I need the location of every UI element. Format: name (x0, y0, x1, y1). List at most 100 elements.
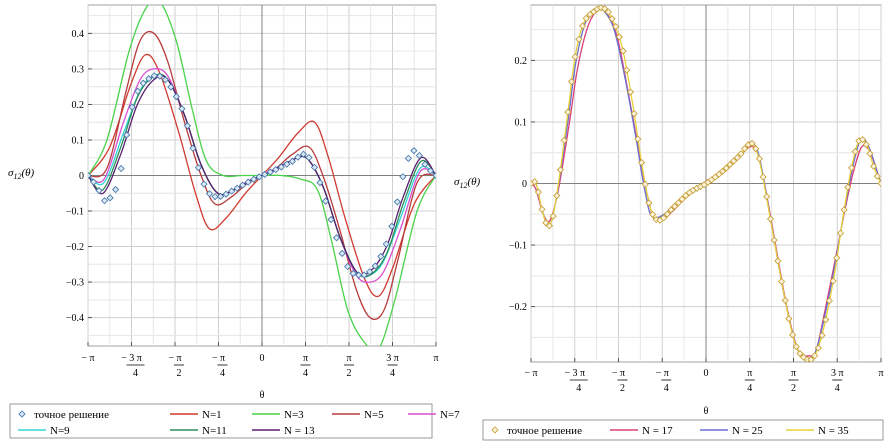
legend-label: N = 25 (732, 425, 763, 437)
exact-solution-point (360, 271, 368, 279)
y-tick-label: 0 (79, 171, 84, 182)
exact-solution-point (233, 184, 241, 192)
exact-solution-point (663, 210, 671, 218)
exact-solution-point (877, 179, 881, 188)
exact-solution-point (95, 186, 103, 195)
exact-solution-point (567, 77, 576, 86)
x-tick-label: π (433, 353, 438, 364)
exact-solution-point (564, 108, 572, 116)
exact-solution-point (560, 136, 568, 144)
legend: точное решение N=1 N=3 N=5 N=7 N=9 N=11 N = 13 (9, 403, 460, 439)
exact-solution-point (288, 157, 296, 165)
exact-solution-point (579, 22, 587, 30)
exact-solution-point (106, 194, 114, 202)
exact-solution-point (228, 187, 236, 195)
exact-solution-point (344, 262, 352, 271)
exact-solution-point (781, 296, 789, 304)
x-tick-label: − π (656, 368, 669, 379)
legend-label: N=5 (364, 409, 384, 421)
y-tick-label: 0.2 (515, 56, 528, 67)
x-tick-label-denominator: 4 (303, 368, 308, 379)
exact-solution-point (534, 188, 542, 196)
exact-solution-point (641, 180, 649, 188)
x-tick-label: − 3 π (121, 353, 142, 364)
x-tick-label: − π (212, 353, 225, 364)
exact-solution-point (851, 147, 859, 156)
exact-solution-point (112, 185, 120, 194)
chart-panel-1: 0.4 0.3 0.2 0.1 0 −0.1 −0.2 −0.3 −0.4 − π − 3 π 4 − … (8, 4, 460, 439)
exact-solution-point (167, 83, 175, 91)
exact-solution-point (847, 164, 856, 172)
exact-solution-point (800, 353, 808, 361)
y-tick-label: −0.3 (66, 278, 84, 289)
exact-solution-point (796, 349, 804, 358)
exact-solution-point (777, 277, 786, 286)
exact-solution-point (266, 168, 274, 176)
legend-box (482, 419, 884, 441)
exact-solution-point (283, 160, 291, 168)
exact-solution-point (101, 197, 109, 205)
legend-label: N=11 (202, 425, 227, 437)
legend-box (9, 403, 433, 439)
exact-solution-point (415, 151, 423, 160)
exact-solution-point (649, 210, 657, 218)
x-tick-label: π (791, 368, 796, 379)
x-tick-label: 3 π (386, 353, 399, 364)
exact-solution-point (836, 229, 845, 237)
exact-solution-point (789, 331, 797, 339)
exact-solution-point (338, 249, 346, 258)
exact-solution-point (239, 181, 247, 189)
exact-solution-point (844, 183, 852, 191)
exact-solution-point (310, 163, 319, 171)
exact-solution-point (763, 193, 771, 201)
x-tick-label: − π (524, 368, 537, 379)
exact-solution-point (814, 344, 822, 352)
exact-solution-point (601, 5, 609, 13)
legend-label: N = 35 (818, 425, 849, 437)
x-axis-label: θ (704, 406, 709, 417)
exact-solution-point (377, 252, 385, 260)
exact-solution-point (183, 122, 191, 130)
exact-solution-point (604, 8, 612, 16)
y-tick-label: 0.3 (72, 64, 85, 75)
exact-solution-point (722, 164, 730, 172)
y-tick-label: 0 (522, 179, 527, 190)
x-tick-label: − π (612, 368, 625, 379)
exact-solution-point (737, 150, 745, 158)
exact-solution-point (321, 197, 330, 205)
exact-solution-point (194, 164, 203, 172)
x-tick-label-denominator: 4 (747, 383, 752, 394)
exact-solution-point (829, 277, 837, 285)
exact-solution-point (139, 79, 147, 87)
exact-solution-point (255, 173, 263, 181)
exact-solution-point (410, 147, 418, 155)
exact-solution-point (715, 170, 723, 178)
x-tick-label: π (346, 353, 351, 364)
exact-solution-point (667, 206, 675, 214)
exact-solution-point (682, 192, 690, 200)
exact-solution-point (128, 103, 136, 111)
exact-solution-point (545, 222, 553, 230)
exact-solution-point (549, 212, 557, 220)
x-axis-label: θ (260, 390, 265, 401)
exact-solution-point (730, 157, 738, 165)
exact-solution-point (859, 136, 867, 144)
y-tick-label: 0.1 (72, 135, 85, 146)
exact-solution-point (752, 145, 760, 153)
x-tick-label-denominator: 2 (791, 383, 796, 394)
exact-solution-point (719, 167, 727, 175)
legend-label: N=1 (202, 409, 222, 421)
exact-solution-point (825, 297, 833, 305)
exact-solution-point (399, 173, 407, 181)
legend-label: точное решение (34, 409, 109, 421)
exact-solution-point (748, 139, 756, 147)
exact-solution-point (630, 110, 638, 118)
legend-marker (491, 426, 499, 434)
x-tick-label: π (303, 353, 308, 364)
exact-solution-point (637, 159, 646, 167)
exact-solution-point (840, 206, 848, 214)
exact-solution-point (261, 170, 269, 178)
x-tick-label-denominator: 4 (664, 383, 669, 394)
x-tick-label-denominator: 2 (176, 368, 181, 379)
